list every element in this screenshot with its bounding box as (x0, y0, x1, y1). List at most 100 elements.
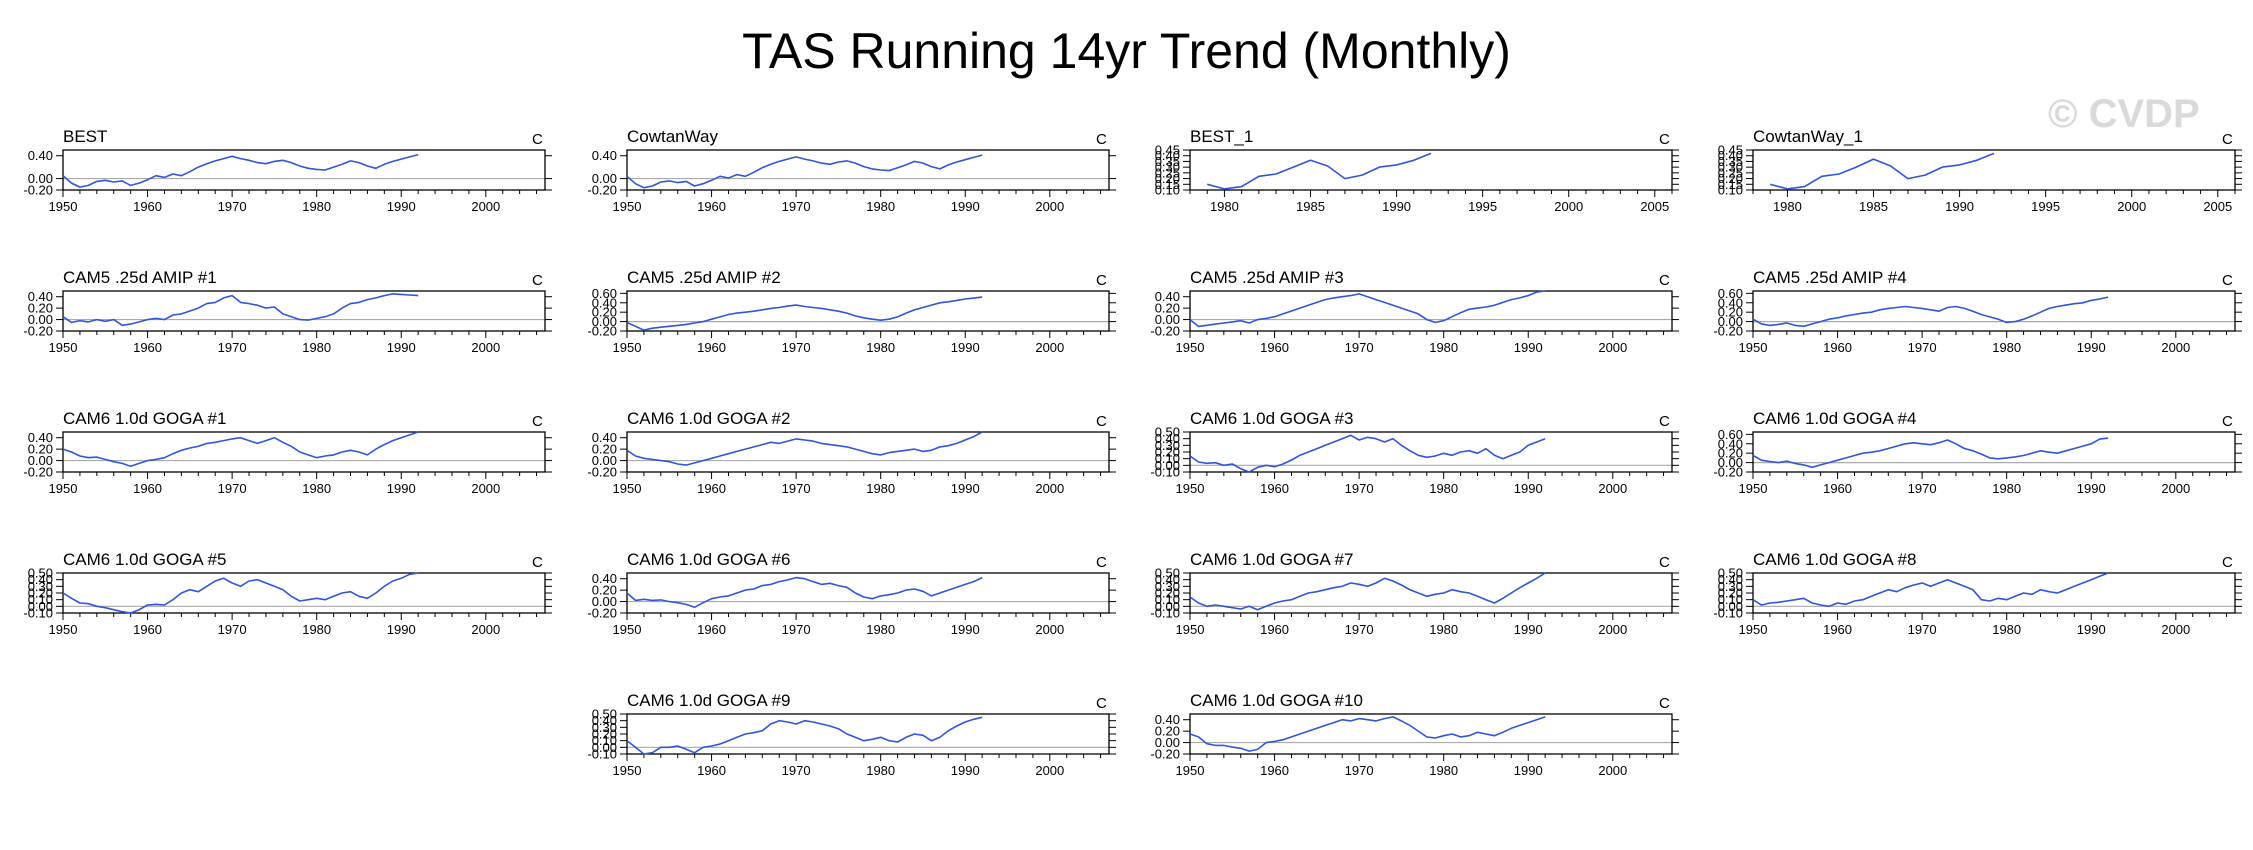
x-tick-label: 1970 (1345, 763, 1374, 778)
units-label: C (1096, 272, 1107, 289)
panel-cam6-1-0d-goga-7: CAM6 1.0d GOGA #7 C -0.100.000.100.200.300… (1150, 550, 1679, 637)
x-tick-label: 1990 (387, 481, 416, 496)
plot-frame (626, 149, 1110, 191)
x-tick-label: 1950 (1176, 763, 1205, 778)
x-tick-label: 1990 (951, 340, 980, 355)
y-tick-label: 0.40 (28, 572, 53, 587)
y-tick-label: 0.00 (592, 740, 617, 755)
series-line (626, 716, 983, 755)
x-tick-label: 1990 (1514, 622, 1543, 637)
plot-frame (1752, 572, 2236, 614)
y-tick-label: 0.30 (1155, 160, 1180, 175)
x-tick-label: 1960 (1260, 340, 1289, 355)
x-tick-label: 1990 (951, 763, 980, 778)
y-tick-label: 0.30 (1718, 579, 1743, 594)
panel-title: CAM6 1.0d GOGA #8 (1753, 550, 1916, 569)
panel-title: CowtanWay (627, 127, 719, 146)
x-tick-label: 1970 (218, 481, 247, 496)
units-label: C (2222, 554, 2233, 571)
plot-frame (1752, 290, 2236, 332)
x-tick-label: 1950 (1739, 340, 1768, 355)
x-tick-label: 1960 (1823, 481, 1852, 496)
x-tick-label: 1980 (302, 199, 331, 214)
y-tick-label: 0.40 (1718, 148, 1743, 163)
y-tick-label: 0.30 (1155, 438, 1180, 453)
panel-cam6-1-0d-goga-3: CAM6 1.0d GOGA #3 C -0.100.000.100.200.300… (1150, 409, 1679, 496)
x-tick-label: 2000 (1035, 763, 1064, 778)
y-tick-label: 0.60 (1718, 286, 1743, 301)
x-tick-label: 1950 (613, 199, 642, 214)
y-tick-label: -0.20 (1150, 747, 1180, 762)
panel-cam5-25d-amip-3: CAM5 .25d AMIP #3 C -0.200.000.200.40 1950 1… (1150, 268, 1679, 355)
panel-cam6-1-0d-goga-10: CAM6 1.0d GOGA #10 C -0.200.000.200.40 1950… (1150, 691, 1679, 778)
y-tick-label: 0.00 (28, 453, 53, 468)
y-tick-label: 0.50 (1155, 566, 1180, 581)
x-tick-label: 2000 (1035, 481, 1064, 496)
y-tick-label: 0.20 (1718, 586, 1743, 601)
panel-title: CAM6 1.0d GOGA #5 (63, 550, 226, 569)
y-tick-label: 0.20 (592, 583, 617, 598)
y-tick-label: 0.20 (28, 301, 53, 316)
x-tick-label: 1970 (218, 340, 247, 355)
x-tick-label: 1960 (1823, 622, 1852, 637)
units-label: C (2222, 131, 2233, 148)
series-line (1189, 572, 1546, 611)
series-line (626, 576, 983, 609)
panel-title: CAM5 .25d AMIP #3 (1190, 268, 1344, 287)
y-tick-label: -0.10 (23, 606, 53, 621)
y-tick-label: 0.40 (1718, 572, 1743, 587)
x-tick-label: 1970 (1908, 481, 1937, 496)
y-tick-label: 0.40 (1155, 572, 1180, 587)
x-tick-label: 2000 (1598, 481, 1627, 496)
y-tick-label: 0.30 (28, 579, 53, 594)
x-tick-label: 1960 (697, 763, 726, 778)
x-tick-label: 1980 (302, 481, 331, 496)
y-tick-label: 0.20 (1718, 171, 1743, 186)
x-tick-label: 1980 (302, 340, 331, 355)
x-tick-label: 1960 (697, 340, 726, 355)
x-tick-label: 1980 (1992, 622, 2021, 637)
plot-frame (626, 431, 1110, 473)
y-tick-label: 0.40 (28, 148, 53, 163)
y-tick-label: 0.60 (592, 286, 617, 301)
y-tick-label: 0.35 (1155, 154, 1180, 169)
y-tick-label: 0.10 (1155, 183, 1180, 198)
units-label: C (1659, 413, 1670, 430)
panel-cam5-25d-amip-1: CAM5 .25d AMIP #1 C -0.200.000.200.40 1950 1… (23, 268, 552, 355)
y-tick-label: 0.40 (592, 148, 617, 163)
y-tick-label: -0.20 (587, 183, 617, 198)
x-tick-label: 1960 (133, 340, 162, 355)
x-tick-label: 1950 (1739, 622, 1768, 637)
y-tick-label: 0.10 (1718, 183, 1743, 198)
units-label: C (2222, 272, 2233, 289)
series-line (1752, 296, 2109, 328)
x-tick-label: 1980 (1992, 481, 2021, 496)
y-tick-label: 0.10 (1718, 592, 1743, 607)
y-tick-label: 0.20 (1155, 724, 1180, 739)
x-tick-label: 1990 (1945, 199, 1974, 214)
x-tick-label: 2000 (471, 622, 500, 637)
panel-title: CAM6 1.0d GOGA #3 (1190, 409, 1353, 428)
x-tick-label: 1980 (1429, 622, 1458, 637)
y-tick-label: 0.15 (1718, 177, 1743, 192)
x-tick-label: 1980 (866, 763, 895, 778)
y-tick-label: 0.40 (28, 430, 53, 445)
units-label: C (532, 413, 543, 430)
x-tick-label: 1950 (1739, 481, 1768, 496)
x-tick-label: 2000 (471, 340, 500, 355)
x-tick-label: 1950 (49, 340, 78, 355)
x-tick-label: 1980 (1992, 340, 2021, 355)
units-label: C (1096, 554, 1107, 571)
y-tick-label: 0.20 (1718, 446, 1743, 461)
panel-cam5-25d-amip-2: CAM5 .25d AMIP #2 C -0.200.000.200.400.60 1… (587, 268, 1116, 355)
x-tick-label: 1980 (1429, 340, 1458, 355)
plot-frame (626, 713, 1110, 755)
x-tick-label: 1980 (1210, 199, 1239, 214)
x-tick-label: 2000 (2161, 340, 2190, 355)
y-tick-label: -0.20 (1713, 324, 1743, 339)
plot-frame (1189, 149, 1673, 191)
panel-title: CAM6 1.0d GOGA #4 (1753, 409, 1916, 428)
units-label: C (532, 272, 543, 289)
series-line (62, 153, 419, 188)
series-line (626, 431, 983, 466)
